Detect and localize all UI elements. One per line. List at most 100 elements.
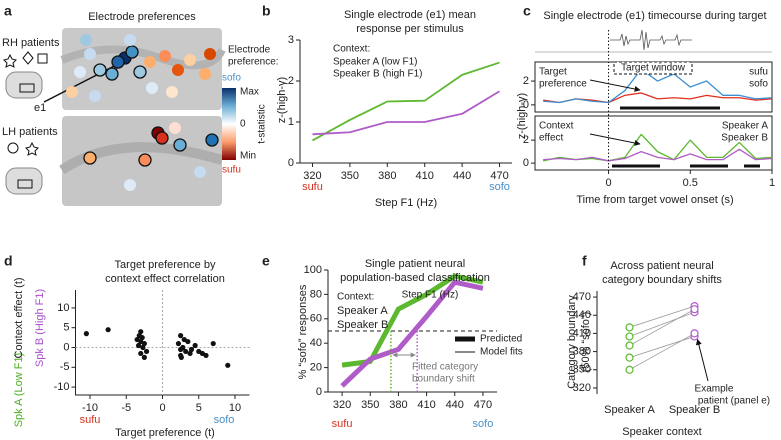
annotation: Context — [539, 121, 574, 132]
electrode — [169, 122, 181, 134]
y-tick-label: 410 — [573, 327, 591, 339]
point — [625, 341, 634, 350]
electrode — [105, 67, 119, 81]
point — [141, 354, 147, 360]
point — [183, 348, 189, 355]
y-tick-label: 60 — [310, 313, 322, 325]
panel-label: b — [262, 3, 271, 19]
pair-line — [629, 333, 695, 371]
series-line — [543, 148, 773, 162]
electrode — [199, 68, 211, 80]
annotation-arrow — [695, 338, 709, 382]
electrode — [173, 138, 187, 152]
electrode — [124, 179, 136, 191]
title: Across patient neural — [610, 260, 713, 272]
electrode — [184, 54, 196, 66]
title: population-based classification — [340, 272, 490, 284]
y-label: z-(high-γ) — [516, 93, 528, 139]
electrode — [133, 65, 147, 79]
y-tick-label: 2 — [523, 75, 529, 87]
point — [225, 362, 231, 368]
point — [210, 340, 216, 347]
x-tick-label: 1 — [769, 177, 775, 189]
y-tick-label: 40 — [310, 337, 322, 349]
electrode — [66, 86, 78, 98]
x-tick-label: 410 — [417, 399, 435, 411]
annotation: Target — [539, 67, 567, 78]
legend-entry: Speaker A — [337, 305, 388, 317]
x-label: Time from target vowel onset (s) — [576, 194, 733, 206]
y-tick-label: 440 — [573, 309, 591, 321]
end-label: sufu — [302, 181, 323, 193]
point — [188, 346, 195, 353]
electrode — [80, 34, 92, 46]
x-tick-label: 440 — [453, 170, 471, 182]
series-line — [543, 68, 773, 104]
legend-entry: Speaker B — [337, 319, 388, 331]
electrode — [83, 151, 97, 165]
group-label: LH patients — [2, 126, 58, 138]
end-label: sufu — [332, 418, 353, 430]
point — [690, 305, 699, 314]
legend-title: preference: — [228, 57, 279, 68]
legend-entry: Speaker A (low F1) — [333, 57, 417, 68]
electrode — [205, 133, 219, 147]
x-tick-label: 0 — [605, 177, 611, 189]
title: Single electrode (e1) timecourse during … — [543, 10, 766, 22]
colorbar-end: sofo — [222, 73, 241, 84]
axes — [75, 290, 250, 396]
electrode — [125, 45, 139, 59]
series-line — [340, 279, 484, 388]
x-tick-label: 380 — [389, 399, 407, 411]
point — [105, 327, 111, 333]
group-label: RH patients — [2, 37, 60, 49]
x-tick-label: 380 — [378, 170, 396, 182]
y-tick-label: 0 — [523, 157, 529, 169]
title: category boundary shifts — [602, 274, 722, 286]
y-tick-label: 350 — [573, 364, 591, 376]
y-tick-label: -10 — [54, 381, 70, 393]
x-tick-label: 410 — [416, 170, 434, 182]
y-tick-label: 10 — [57, 302, 69, 314]
electrode — [166, 86, 178, 98]
legend-title: Electrode — [228, 45, 271, 56]
y-label: Spk A (Low F1) — [13, 353, 25, 428]
electrode — [172, 64, 184, 76]
pair-line — [629, 336, 695, 359]
end-label: sofo — [473, 418, 494, 430]
point — [185, 338, 191, 345]
point — [178, 333, 184, 339]
panel-label: a — [4, 3, 12, 19]
point — [140, 344, 146, 351]
x-tick-label: 350 — [361, 399, 379, 411]
x-tick-label: -10 — [82, 402, 98, 414]
point — [690, 329, 699, 338]
y-tick-label: -5 — [60, 361, 70, 373]
y-tick-label: 20 — [310, 362, 322, 374]
y-tick-label: 470 — [573, 291, 591, 303]
electrode — [124, 34, 136, 46]
colorbar-tick: 0 — [240, 119, 246, 130]
legend-title: Context: — [337, 292, 374, 303]
electrode — [93, 63, 107, 77]
electrode — [111, 55, 125, 69]
electrode — [138, 153, 152, 167]
x-tick-label: 440 — [446, 399, 464, 411]
x-tick-label: 0 — [159, 402, 165, 414]
y-label: z-(high-γ) — [276, 77, 288, 123]
y-label: Spk B (High F1) — [34, 289, 46, 367]
x-label: Step F1 (Hz) — [375, 197, 437, 209]
y-tick-label: 0 — [523, 99, 529, 111]
annotation: effect — [539, 133, 563, 144]
x-tick-label: -5 — [121, 402, 131, 414]
y-tick-label: 320 — [573, 382, 591, 394]
electrode — [89, 90, 101, 102]
panel-label: d — [4, 253, 13, 269]
series-line — [312, 61, 500, 142]
colorbar-end: sufu — [222, 165, 241, 176]
title: context effect correlation — [105, 273, 225, 285]
waveform — [610, 29, 692, 51]
point — [175, 340, 182, 347]
point — [625, 353, 634, 362]
